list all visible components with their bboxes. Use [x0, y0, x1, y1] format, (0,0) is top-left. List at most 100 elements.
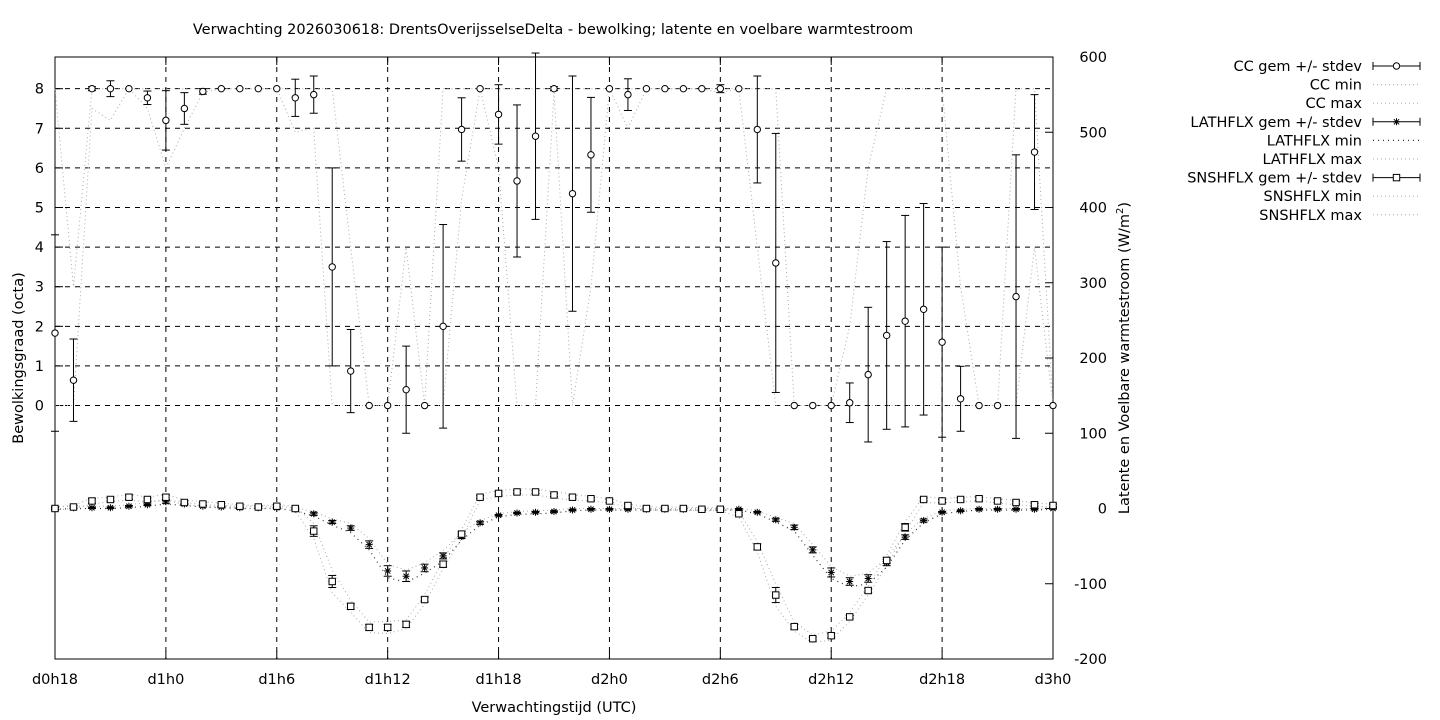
series-6-point [716, 505, 725, 513]
star-stroke [902, 534, 909, 541]
y2-tick-label: 100 [1079, 426, 1107, 442]
marker [624, 501, 632, 510]
marker [550, 491, 558, 499]
series-0-point [291, 78, 300, 117]
series-6-point [198, 500, 207, 508]
star-stroke [569, 507, 576, 513]
marker [199, 500, 207, 508]
series-6-point [827, 631, 836, 640]
series-3-point [605, 505, 614, 513]
series-3-point [993, 505, 1002, 513]
series-0-point [605, 84, 614, 93]
series-0-point [51, 234, 59, 432]
series-6-point [882, 556, 891, 565]
marker [642, 504, 651, 513]
marker [753, 508, 761, 516]
marker [291, 94, 299, 102]
series-3-point [87, 504, 96, 512]
series-0-point [771, 132, 780, 393]
star-stroke [865, 575, 872, 582]
marker [846, 399, 854, 407]
marker [864, 586, 872, 595]
star-stroke [976, 506, 983, 513]
series-0-point [236, 84, 244, 93]
star-stroke [809, 546, 816, 553]
series-3-point [365, 540, 374, 549]
marker [994, 505, 1002, 513]
series-0-point [420, 401, 429, 410]
marker [846, 577, 854, 585]
series-3-point [568, 506, 577, 514]
marker [347, 602, 355, 611]
star-stroke [772, 516, 779, 523]
series-0-point [790, 401, 798, 410]
marker [605, 497, 614, 505]
series-6-point [439, 560, 448, 568]
marker [938, 497, 946, 505]
marker [51, 329, 59, 337]
marker [772, 259, 780, 267]
series-0-point [87, 84, 96, 93]
series-3-point [975, 505, 984, 513]
marker [180, 104, 189, 113]
series-6-point [975, 495, 984, 503]
marker [365, 623, 373, 632]
series-6-point [697, 505, 706, 513]
marker [920, 517, 928, 525]
marker [236, 84, 244, 93]
series-6-point [956, 495, 965, 504]
marker [310, 90, 318, 99]
star-stroke [107, 504, 114, 511]
series-6-point [254, 503, 263, 511]
y2-tick-label: 500 [1079, 125, 1107, 141]
series-6-point [272, 502, 281, 510]
series-6-point [623, 501, 632, 510]
marker [180, 498, 189, 507]
marker [162, 493, 170, 501]
series-3-point [808, 546, 817, 554]
marker [106, 84, 115, 93]
y-tick-label: 8 [35, 82, 44, 98]
series-6-point [161, 493, 170, 501]
series-6-point [679, 504, 688, 513]
series-6-point [143, 495, 152, 504]
series-6-point [124, 493, 133, 501]
marker [587, 151, 595, 159]
legend-marker [1393, 118, 1400, 126]
series-3-point [827, 567, 836, 578]
marker [956, 495, 965, 504]
series-6-point [106, 495, 115, 504]
legend-label: SNSHFLX max [1259, 208, 1362, 224]
marker [347, 524, 355, 532]
marker [679, 84, 688, 93]
marker [383, 623, 392, 632]
marker [735, 84, 743, 93]
marker [217, 84, 226, 93]
marker [882, 331, 891, 340]
series-6-point [494, 489, 503, 498]
x-tick-label: d2h6 [702, 672, 739, 688]
series-6-point [365, 623, 374, 632]
y2-tick-label: 200 [1079, 351, 1107, 367]
star-stroke [514, 510, 521, 516]
star-stroke [347, 525, 354, 532]
star-stroke [1393, 118, 1400, 125]
marker [421, 564, 429, 572]
marker [310, 527, 318, 535]
marker [494, 489, 503, 498]
series-3-point [513, 509, 522, 517]
series-0-point [1049, 401, 1057, 410]
chart-title: Verwachting 2026030618: DrentsOverijssel… [193, 22, 913, 38]
series-6-point [845, 613, 854, 621]
series-3-point [328, 518, 337, 526]
marker [809, 546, 817, 554]
series-3-point [124, 502, 133, 510]
marker [1049, 501, 1057, 510]
series-0-point [383, 401, 392, 410]
series-7-line [54, 494, 1054, 643]
series-0-point [365, 401, 373, 410]
legend-item: LATHFLX gem +/- stdev [1190, 115, 1421, 131]
series-6-point [346, 602, 355, 611]
marker [993, 497, 1002, 505]
marker [568, 493, 577, 501]
